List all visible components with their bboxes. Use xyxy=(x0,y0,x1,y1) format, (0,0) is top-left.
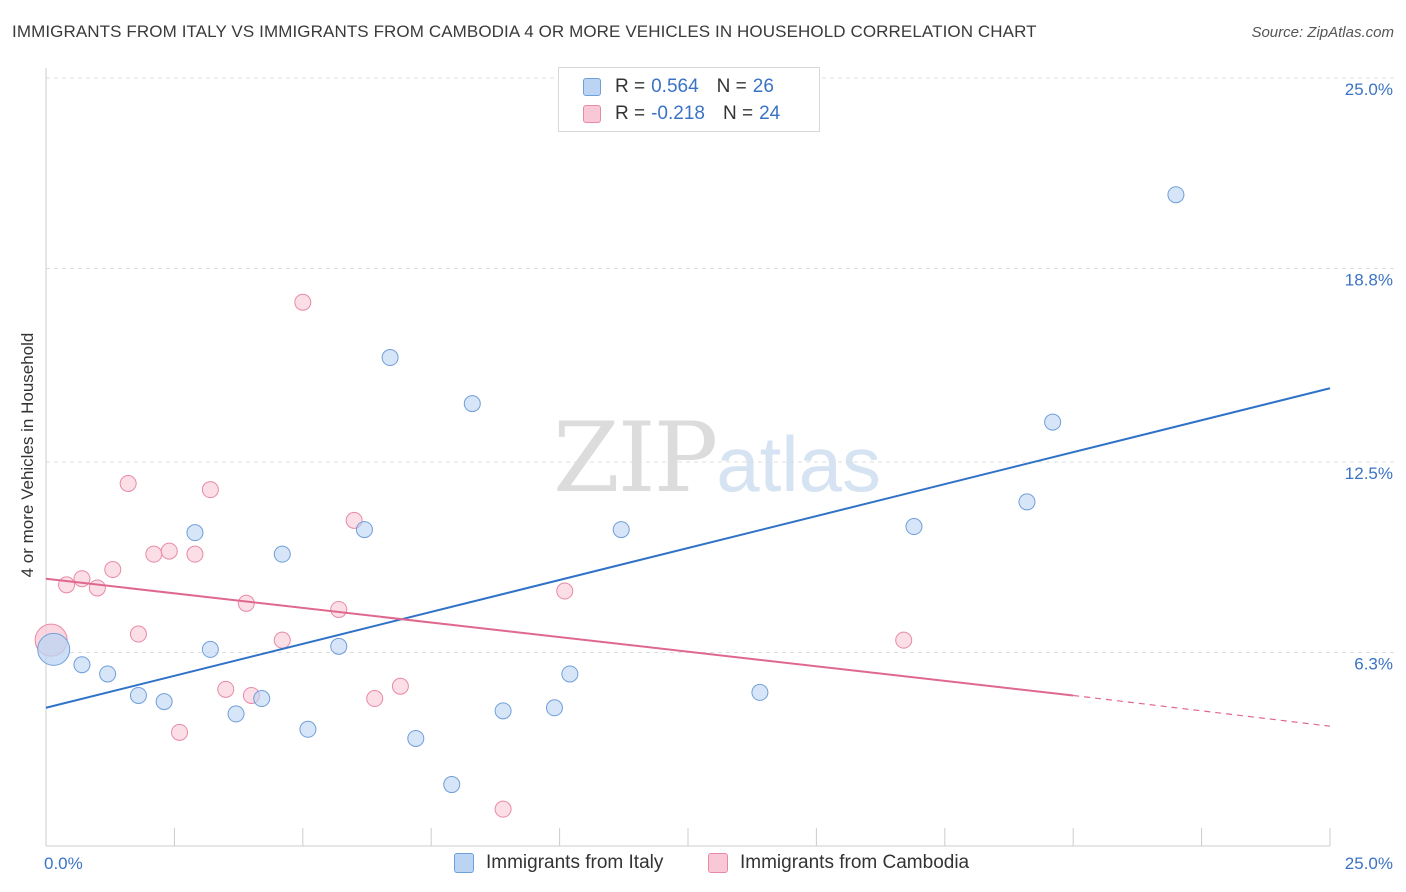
cambodia-point xyxy=(366,690,384,708)
cambodia-point xyxy=(104,561,122,579)
italy-point xyxy=(155,693,173,711)
y-tick-label: 12.5% xyxy=(1345,464,1393,483)
italy-point xyxy=(1167,186,1185,204)
legend-item-cambodia: Immigrants from Cambodia xyxy=(708,852,969,874)
watermark-zip: ZIP xyxy=(553,402,718,514)
italy-point xyxy=(186,524,204,542)
cambodia-point xyxy=(237,594,255,612)
x-tick-label-max: 25.0% xyxy=(1345,854,1393,873)
y-tick-label: 6.3% xyxy=(1354,654,1393,673)
legend-n-label: N = xyxy=(716,76,747,97)
italy-point xyxy=(201,640,219,658)
italy-point xyxy=(545,699,563,717)
legend-n-value: 24 xyxy=(759,103,781,124)
italy-point xyxy=(355,521,373,539)
cambodia-point xyxy=(129,625,147,643)
cambodia-point xyxy=(556,582,574,600)
legend-item-italy: Immigrants from Italy xyxy=(454,852,663,874)
legend-n-label: N = xyxy=(722,103,754,124)
cambodia-point xyxy=(160,542,178,560)
chart-title: IMMIGRANTS FROM ITALY VS IMMIGRANTS FROM… xyxy=(12,22,1037,41)
italy-point xyxy=(494,702,512,720)
italy-point xyxy=(253,690,271,708)
cambodia-point xyxy=(273,631,291,649)
italy-point xyxy=(612,521,630,539)
legend-row-italy: R = 0.564 N = 26 xyxy=(583,74,774,100)
cambodia-point xyxy=(895,631,913,649)
italy-point xyxy=(129,686,147,704)
legend-r-label: R = xyxy=(615,103,646,124)
italy-point xyxy=(381,349,399,367)
y-tick-label: 25.0% xyxy=(1345,80,1393,99)
italy-point xyxy=(227,705,245,723)
cambodia-trend-extension xyxy=(1073,694,1331,727)
x-tick-label-min: 0.0% xyxy=(44,854,83,873)
cambodia-point xyxy=(330,600,348,618)
y-tick-label: 18.8% xyxy=(1345,270,1393,289)
italy-legend-swatch xyxy=(454,853,474,873)
legend-r-label: R = xyxy=(615,76,646,97)
italy-swatch xyxy=(583,78,601,96)
cambodia-point xyxy=(201,481,219,499)
cambodia-point xyxy=(119,475,137,493)
cambodia-trend-line xyxy=(45,577,1074,697)
italy-point xyxy=(443,776,461,794)
italy-point xyxy=(1018,493,1036,511)
cambodia-point xyxy=(88,579,106,597)
italy-point xyxy=(99,665,117,683)
italy-point xyxy=(1044,413,1062,431)
cambodia-point xyxy=(391,677,409,695)
italy-point xyxy=(73,656,91,674)
cambodia-legend-swatch xyxy=(708,853,728,873)
cambodia-swatch xyxy=(583,105,601,123)
watermark-atlas: atlas xyxy=(716,420,881,508)
cambodia-point xyxy=(186,545,204,563)
legend-n-value: 26 xyxy=(752,76,774,97)
italy-point xyxy=(751,683,769,701)
italy-point xyxy=(330,637,348,655)
cambodia-point xyxy=(171,723,189,741)
correlation-legend: R = 0.564 N = 26 R = -0.218 N = 24 xyxy=(558,67,820,132)
y-axis-title: 4 or more Vehicles in Household xyxy=(18,332,37,578)
italy-trend-line xyxy=(45,387,1331,709)
italy-point xyxy=(407,729,425,747)
cambodia-point xyxy=(494,800,512,818)
cambodia-point xyxy=(145,545,163,563)
cambodia-point xyxy=(294,293,312,311)
series-legend: Immigrants from Italy Immigrants from Ca… xyxy=(0,852,1406,878)
italy-point xyxy=(905,518,923,536)
italy-point xyxy=(299,720,317,738)
legend-row-cambodia: R = -0.218 N = 24 xyxy=(583,101,780,127)
legend-r-value: -0.218 xyxy=(651,103,705,124)
source-label: Source: ZipAtlas.com xyxy=(1251,24,1394,41)
italy-legend-label: Immigrants from Italy xyxy=(486,852,664,873)
legend-r-value: 0.564 xyxy=(651,76,699,97)
italy-point xyxy=(561,665,579,683)
italy-point xyxy=(463,395,481,413)
cambodia-point xyxy=(58,576,76,594)
zipatlas-watermark: ZIPatlas xyxy=(553,402,881,514)
cambodia-legend-label: Immigrants from Cambodia xyxy=(740,852,970,873)
italy-point xyxy=(37,632,71,666)
italy-point xyxy=(273,545,291,563)
cambodia-point xyxy=(217,680,235,698)
